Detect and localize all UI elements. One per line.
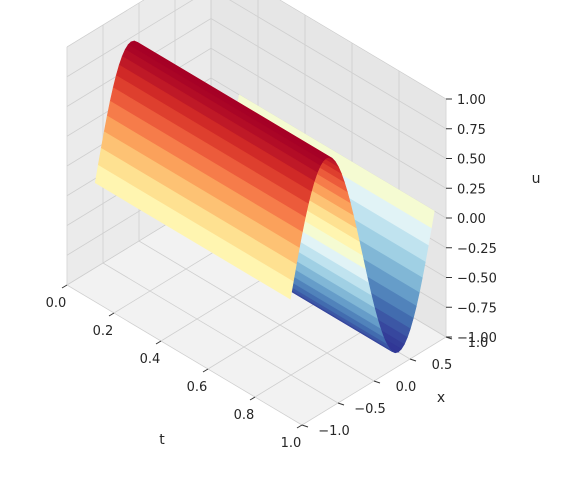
t-tick-mark xyxy=(296,424,303,429)
t-tick-mark xyxy=(108,312,115,317)
u-tick-label: −0.75 xyxy=(457,301,497,316)
t-tick-label: 1.0 xyxy=(281,436,302,451)
u-axis-label: u xyxy=(532,171,541,187)
t-tick-mark xyxy=(202,368,209,373)
u-tick-label: −0.50 xyxy=(457,272,497,287)
u-tick-label: 0.75 xyxy=(457,123,486,138)
u-tick-label: 0.00 xyxy=(457,212,486,227)
grid-line xyxy=(229,0,447,130)
grid-line xyxy=(138,240,375,382)
grid-line xyxy=(66,0,145,48)
surface-mesh xyxy=(94,40,435,354)
t-tick-mark xyxy=(155,340,162,345)
t-tick-mark xyxy=(249,396,256,401)
u-tick-label: −0.25 xyxy=(457,242,497,257)
x-tick-label: 1.0 xyxy=(468,336,489,351)
t-tick-label: 0.0 xyxy=(46,296,67,311)
u-tick-label: 1.00 xyxy=(457,93,486,108)
grid-line xyxy=(210,18,447,159)
t-tick-label: 0.8 xyxy=(234,408,255,423)
x-tick-mark xyxy=(373,380,381,384)
t-tick-label: 0.4 xyxy=(140,352,161,367)
x-tick-mark xyxy=(337,402,345,406)
axis-ticks: 0.00.20.40.60.81.0−1.0−0.50.00.51.0−1.00… xyxy=(46,93,497,451)
t-tick-mark xyxy=(61,284,68,289)
x-tick-label: −0.5 xyxy=(354,402,386,417)
u-tick-label: 0.50 xyxy=(457,153,486,168)
x-tick-label: 0.5 xyxy=(432,358,453,373)
u-tick-label: 0.25 xyxy=(457,182,486,197)
u-tick-label: −1.00 xyxy=(457,331,497,346)
surface-strip xyxy=(94,164,294,300)
grid-line xyxy=(66,0,194,78)
x-axis-label: x xyxy=(437,390,445,406)
x-tick-mark xyxy=(409,358,417,362)
t-tick-label: 0.6 xyxy=(187,380,208,395)
grid-line xyxy=(66,284,303,426)
x-tick-mark xyxy=(301,424,309,428)
t-tick-label: 0.2 xyxy=(93,324,114,339)
grid-line xyxy=(210,47,447,189)
grid-line xyxy=(279,0,447,100)
grid-line xyxy=(102,262,339,404)
t-axis-label: t xyxy=(159,432,165,448)
x-tick-label: −1.0 xyxy=(318,424,350,439)
x-tick-label: 0.0 xyxy=(396,380,417,395)
